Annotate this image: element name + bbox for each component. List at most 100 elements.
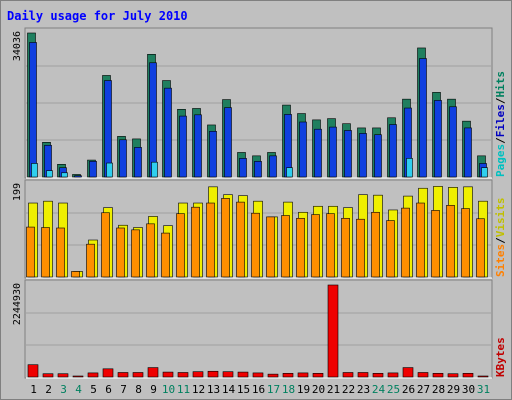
y-axis-max-label: 2244930 xyxy=(12,283,23,325)
sites-bar xyxy=(71,271,80,278)
pages-bar xyxy=(46,170,53,178)
x-tick-label: 17 xyxy=(267,383,280,396)
panel-3-area xyxy=(24,279,493,379)
sites-bar xyxy=(296,217,305,278)
pages-bar xyxy=(406,158,413,178)
kbytes-bar xyxy=(342,372,354,378)
pages-bar xyxy=(151,161,158,178)
x-tick-label: 21 xyxy=(327,383,340,396)
files-bar xyxy=(74,175,82,178)
x-tick-label: 9 xyxy=(150,383,157,396)
files-bar xyxy=(374,134,382,178)
kbytes-bar xyxy=(312,373,324,378)
x-tick-label: 19 xyxy=(297,383,310,396)
x-tick-label: 20 xyxy=(312,383,325,396)
kbytes-bar xyxy=(102,368,114,378)
x-tick-label: 3 xyxy=(60,383,67,396)
sites-bar xyxy=(86,243,95,278)
x-tick-label: 18 xyxy=(282,383,295,396)
files-bar xyxy=(359,133,367,178)
chart-title: Daily usage for July 2010 xyxy=(7,9,188,23)
kbytes-bar xyxy=(72,375,84,378)
sites-bar xyxy=(41,227,50,278)
sites-bar xyxy=(461,208,470,278)
legend-separator: / xyxy=(494,237,507,244)
x-tick-label: 7 xyxy=(120,383,127,396)
kbytes-bar xyxy=(132,372,144,378)
legend-panel1: Pages/Files/Hits xyxy=(494,71,507,177)
kbytes-bar xyxy=(447,373,459,378)
kbytes-bar xyxy=(477,375,489,378)
files-bar xyxy=(449,106,457,178)
kbytes-bar xyxy=(252,372,264,378)
sites-bar xyxy=(371,211,380,278)
y-axis-max-label: 34036 xyxy=(12,31,23,61)
sites-bar xyxy=(416,202,425,278)
kbytes-bar xyxy=(27,364,39,378)
legend-item-visits: Visits xyxy=(494,198,507,238)
kbytes-bar xyxy=(177,372,189,378)
sites-bar xyxy=(311,214,320,278)
kbytes-bar xyxy=(237,371,249,378)
x-tick-label: 23 xyxy=(357,383,370,396)
sites-bar xyxy=(221,198,230,278)
sites-bar xyxy=(401,207,410,278)
pages-bar xyxy=(106,162,113,178)
files-bar xyxy=(464,127,472,178)
x-tick-label: 25 xyxy=(387,383,400,396)
x-tick-label: 29 xyxy=(447,383,460,396)
files-bar xyxy=(104,80,112,178)
x-tick-label: 6 xyxy=(105,383,112,396)
files-bar xyxy=(314,128,322,178)
x-tick-label: 15 xyxy=(237,383,250,396)
files-bar xyxy=(419,58,427,178)
legend-item-hits: Hits xyxy=(494,71,507,98)
x-tick-label: 16 xyxy=(252,383,265,396)
kbytes-bar xyxy=(87,372,99,378)
x-tick-label: 31 xyxy=(477,383,490,396)
x-tick-label: 5 xyxy=(90,383,97,396)
x-tick-label: 14 xyxy=(222,383,236,396)
kbytes-bar xyxy=(387,372,399,378)
legend-item-kbytes: KBytes xyxy=(494,337,507,377)
x-tick-label: 30 xyxy=(462,383,475,396)
kbytes-bar xyxy=(267,373,279,378)
files-bar xyxy=(149,62,157,178)
sites-bar xyxy=(386,220,395,278)
kbytes-bar xyxy=(207,370,219,378)
kbytes-bar xyxy=(372,373,384,378)
sites-bar xyxy=(251,212,260,278)
sites-bar xyxy=(116,227,125,278)
sites-bar xyxy=(281,215,290,278)
x-tick-label: 10 xyxy=(162,383,175,396)
x-tick-label: 4 xyxy=(75,383,82,396)
legend-separator: / xyxy=(494,137,507,144)
x-tick-label: 24 xyxy=(372,383,386,396)
pages-bar xyxy=(61,172,68,178)
x-tick-label: 22 xyxy=(342,383,355,396)
legend-panel3: KBytes xyxy=(494,337,507,377)
sites-bar xyxy=(56,227,65,278)
kbytes-bar xyxy=(57,373,69,378)
x-tick-label: 2 xyxy=(45,383,52,396)
legend-item-pages: Pages xyxy=(494,144,507,177)
x-tick-label: 8 xyxy=(135,383,142,396)
files-bar xyxy=(329,126,337,178)
legend-item-files: Files xyxy=(494,104,507,137)
sites-bar xyxy=(206,202,215,278)
x-tick-label: 27 xyxy=(417,383,430,396)
sites-bar xyxy=(191,206,200,278)
kbytes-bar xyxy=(42,373,54,378)
sites-bar xyxy=(131,229,140,278)
y-axis-max-label: 199 xyxy=(12,183,23,201)
kbytes-bar xyxy=(117,372,129,378)
sites-bar xyxy=(446,205,455,278)
pages-bar xyxy=(31,163,38,178)
sites-bar xyxy=(146,223,155,278)
kbytes-bar xyxy=(162,371,174,378)
sites-bar xyxy=(176,213,185,278)
files-bar xyxy=(389,124,397,178)
files-bar xyxy=(299,121,307,178)
files-bar xyxy=(194,114,202,178)
